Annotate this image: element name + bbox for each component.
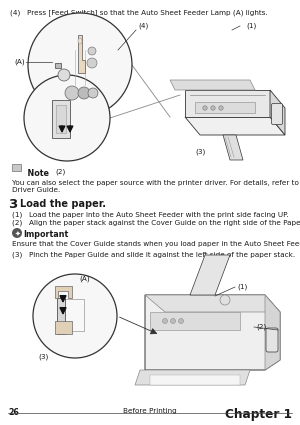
Text: Ensure that the Cover Guide stands when you load paper in the Auto Sheet Feeder.: Ensure that the Cover Guide stands when … bbox=[12, 241, 300, 247]
Text: ✦: ✦ bbox=[14, 230, 20, 236]
Text: (2): (2) bbox=[256, 323, 266, 329]
Circle shape bbox=[220, 295, 230, 305]
Bar bbox=[150, 312, 240, 330]
Circle shape bbox=[28, 13, 132, 117]
Text: (3): (3) bbox=[38, 354, 48, 360]
Polygon shape bbox=[265, 295, 280, 370]
Bar bbox=[12, 164, 21, 171]
Circle shape bbox=[170, 318, 175, 323]
Text: You can also select the paper source with the printer driver. For details, refer: You can also select the paper source wit… bbox=[12, 180, 300, 186]
Circle shape bbox=[24, 75, 110, 161]
Polygon shape bbox=[270, 90, 285, 135]
Text: 3: 3 bbox=[8, 198, 17, 211]
Bar bbox=[55, 63, 61, 68]
Text: (3): (3) bbox=[195, 148, 205, 155]
Text: (4)   Press [Feed Switch] so that the Auto Sheet Feeder Lamp (A) lights.: (4) Press [Feed Switch] so that the Auto… bbox=[10, 9, 268, 16]
Text: (1): (1) bbox=[246, 22, 256, 28]
Circle shape bbox=[58, 69, 70, 81]
Polygon shape bbox=[170, 80, 255, 90]
Polygon shape bbox=[195, 102, 255, 113]
Polygon shape bbox=[145, 295, 280, 370]
Polygon shape bbox=[55, 321, 72, 334]
Bar bbox=[56, 105, 66, 133]
Bar bbox=[52, 100, 70, 138]
Text: (1): (1) bbox=[237, 284, 247, 291]
Circle shape bbox=[88, 88, 98, 98]
Text: (A): (A) bbox=[80, 276, 90, 283]
Text: Before Printing: Before Printing bbox=[123, 408, 177, 414]
Text: Driver Guide.: Driver Guide. bbox=[12, 187, 60, 193]
Text: (2)   Align the paper stack against the Cover Guide on the right side of the Pap: (2) Align the paper stack against the Co… bbox=[12, 219, 300, 226]
FancyBboxPatch shape bbox=[266, 328, 278, 352]
Circle shape bbox=[88, 47, 96, 55]
Bar bbox=[62, 299, 84, 331]
Circle shape bbox=[78, 87, 90, 99]
Text: (4): (4) bbox=[138, 23, 148, 29]
Polygon shape bbox=[223, 135, 243, 160]
Polygon shape bbox=[185, 90, 270, 117]
Polygon shape bbox=[190, 255, 230, 295]
Text: 26: 26 bbox=[8, 408, 19, 417]
Text: (2): (2) bbox=[55, 168, 65, 175]
Polygon shape bbox=[135, 370, 250, 385]
Text: (A): (A) bbox=[14, 59, 25, 65]
Circle shape bbox=[178, 318, 184, 323]
Ellipse shape bbox=[78, 38, 82, 44]
Bar bbox=[57, 298, 65, 334]
Polygon shape bbox=[185, 117, 285, 135]
Text: Load the paper.: Load the paper. bbox=[20, 199, 106, 209]
Text: (3)   Pinch the Paper Guide and slide it against the left side of the paper stac: (3) Pinch the Paper Guide and slide it a… bbox=[12, 251, 295, 258]
FancyBboxPatch shape bbox=[272, 104, 283, 125]
Text: Chapter 1: Chapter 1 bbox=[225, 408, 292, 421]
Circle shape bbox=[163, 318, 167, 323]
Polygon shape bbox=[78, 35, 85, 73]
Circle shape bbox=[65, 86, 79, 100]
Circle shape bbox=[12, 228, 22, 238]
Circle shape bbox=[219, 106, 223, 110]
Polygon shape bbox=[145, 295, 280, 312]
Text: Important: Important bbox=[23, 230, 68, 239]
Text: (1)   Load the paper into the Auto Sheet Feeder with the print side facing UP.: (1) Load the paper into the Auto Sheet F… bbox=[12, 211, 289, 218]
Bar bbox=[150, 375, 240, 385]
Text: Note: Note bbox=[22, 168, 49, 178]
Circle shape bbox=[203, 106, 207, 110]
Circle shape bbox=[87, 58, 97, 68]
Circle shape bbox=[211, 106, 215, 110]
Circle shape bbox=[33, 274, 117, 358]
Polygon shape bbox=[55, 286, 72, 298]
